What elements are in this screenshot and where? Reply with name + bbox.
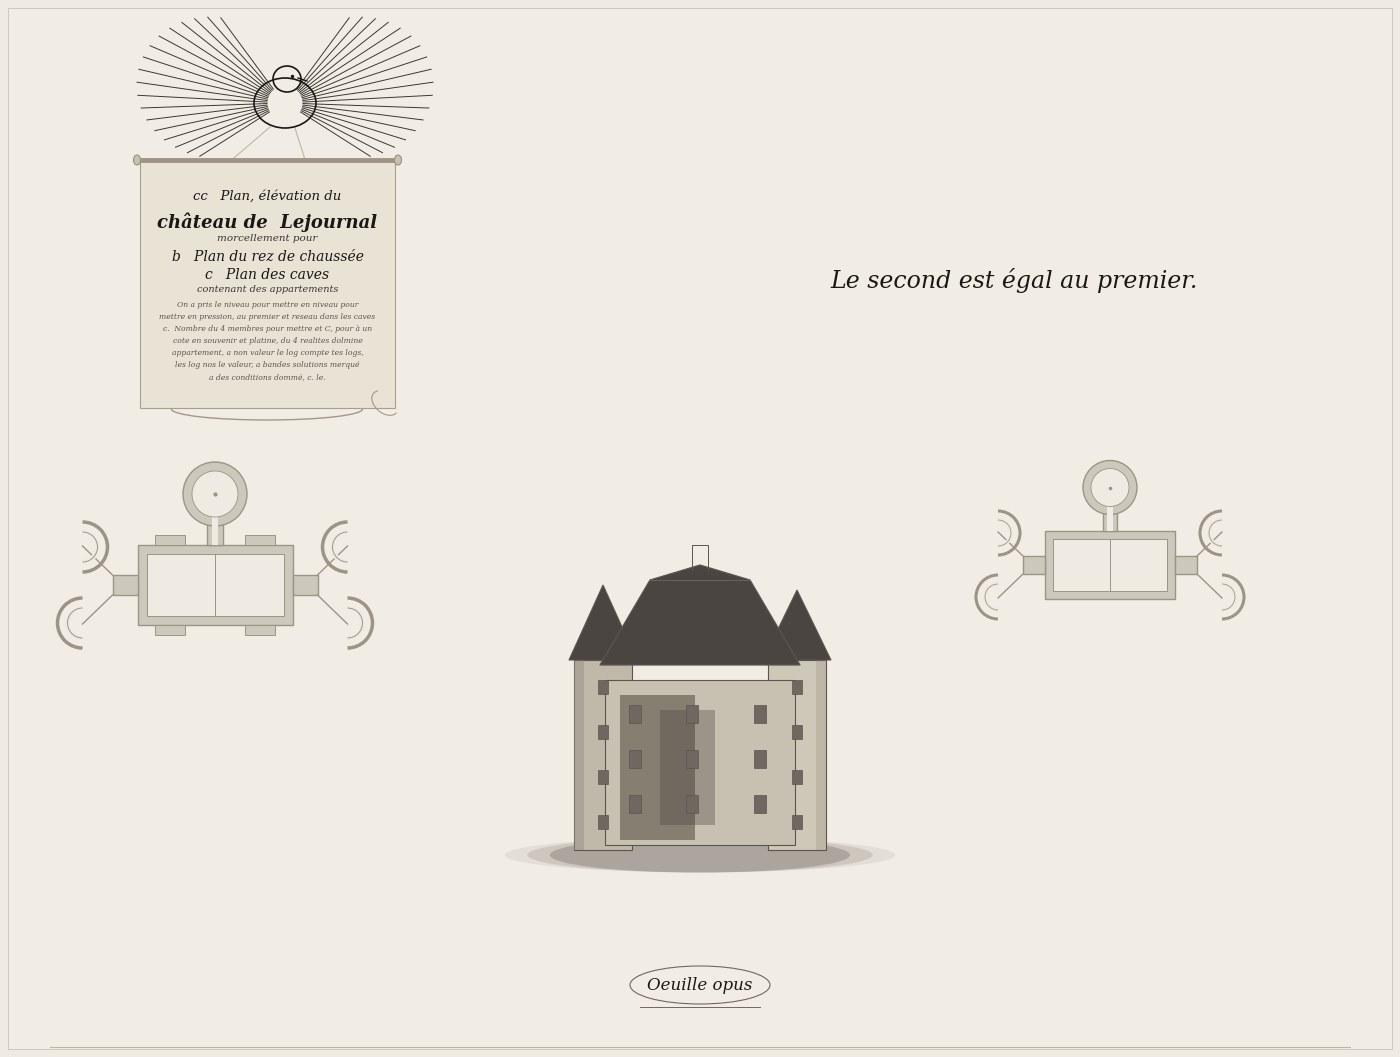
Bar xyxy=(213,509,217,545)
Bar xyxy=(755,795,766,813)
Bar xyxy=(598,680,608,694)
Text: château de  Lejournal: château de Lejournal xyxy=(157,212,378,231)
Bar xyxy=(598,815,608,829)
Ellipse shape xyxy=(192,471,238,517)
Bar xyxy=(147,554,283,616)
Ellipse shape xyxy=(133,155,140,165)
Bar xyxy=(155,535,185,545)
Bar xyxy=(1103,501,1117,531)
Bar xyxy=(629,795,641,813)
Bar xyxy=(598,725,608,739)
Bar xyxy=(620,696,694,840)
Ellipse shape xyxy=(395,155,402,165)
Ellipse shape xyxy=(1091,468,1128,506)
Bar xyxy=(598,769,608,784)
Text: contenant des appartements: contenant des appartements xyxy=(197,285,339,294)
Bar xyxy=(1023,556,1044,574)
Bar xyxy=(629,705,641,723)
Bar xyxy=(792,769,802,784)
Bar xyxy=(155,625,185,635)
Bar xyxy=(792,725,802,739)
Bar xyxy=(1107,501,1113,531)
Bar xyxy=(659,710,715,826)
Bar xyxy=(293,575,318,595)
Ellipse shape xyxy=(550,837,850,872)
Ellipse shape xyxy=(505,837,895,872)
Ellipse shape xyxy=(528,837,872,872)
Bar xyxy=(792,815,802,829)
Bar xyxy=(605,680,795,845)
Text: cc   Plan, élévation du: cc Plan, élévation du xyxy=(193,190,342,203)
Text: appartement, a non valeur le log compte tes logs,: appartement, a non valeur le log compte … xyxy=(172,349,364,357)
Bar xyxy=(755,750,766,768)
Ellipse shape xyxy=(183,462,246,526)
Bar xyxy=(686,795,699,813)
Bar xyxy=(686,750,699,768)
Bar xyxy=(769,660,826,850)
Bar xyxy=(755,705,766,723)
Text: a des conditions dommé, c. le.: a des conditions dommé, c. le. xyxy=(209,373,326,381)
Text: c   Plan des caves: c Plan des caves xyxy=(206,268,329,282)
Bar xyxy=(137,545,293,625)
Ellipse shape xyxy=(1084,461,1137,515)
Bar xyxy=(245,625,274,635)
Bar xyxy=(207,509,223,545)
Bar xyxy=(1175,556,1197,574)
Bar xyxy=(574,660,584,850)
Text: On a pris le niveau pour mettre en niveau pour: On a pris le niveau pour mettre en nivea… xyxy=(176,301,358,309)
Bar xyxy=(686,705,699,723)
Text: mettre en pression, au premier et reseau dans les caves: mettre en pression, au premier et reseau… xyxy=(160,313,375,321)
Bar xyxy=(1044,531,1175,599)
Bar xyxy=(140,160,395,408)
Bar xyxy=(574,660,631,850)
Text: morcellement pour: morcellement pour xyxy=(217,234,318,243)
Polygon shape xyxy=(763,590,832,660)
Polygon shape xyxy=(568,585,637,660)
FancyBboxPatch shape xyxy=(8,8,1392,1049)
Polygon shape xyxy=(601,565,799,665)
Text: b   Plan du rez de chaussée: b Plan du rez de chaussée xyxy=(171,251,364,264)
Text: cote en souvenir et platine, du 4 realites dolmine: cote en souvenir et platine, du 4 realit… xyxy=(172,337,363,345)
Text: les log nos le valeur, a bandes solutions merqué: les log nos le valeur, a bandes solution… xyxy=(175,361,360,369)
Bar xyxy=(112,575,137,595)
Bar xyxy=(1053,539,1168,591)
Bar xyxy=(629,750,641,768)
Text: Le second est égal au premier.: Le second est égal au premier. xyxy=(830,268,1197,293)
Text: Oeuille opus: Oeuille opus xyxy=(647,977,753,994)
Bar xyxy=(245,535,274,545)
Bar xyxy=(792,680,802,694)
Text: c.  Nombre du 4 membres pour mettre et C, pour à un: c. Nombre du 4 membres pour mettre et C,… xyxy=(162,324,372,333)
Bar xyxy=(816,660,826,850)
